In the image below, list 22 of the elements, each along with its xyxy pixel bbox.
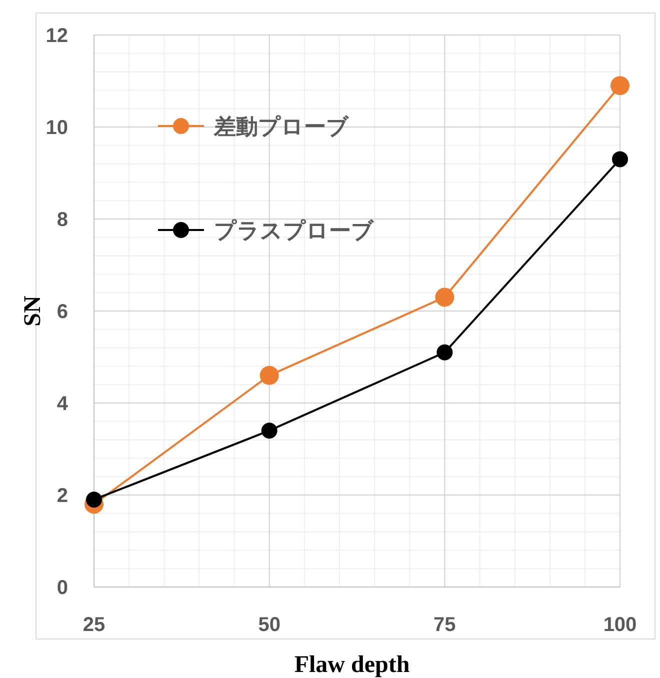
y-tick-label: 4 [56,393,69,415]
point [612,151,628,168]
y-tick-label: 10 [46,117,68,139]
x-tick-label: 100 [603,614,637,636]
y-tick-label: 6 [56,301,68,323]
x-tick-label: 25 [82,614,106,636]
point [610,76,630,96]
x-tick-label: 50 [258,614,280,636]
point [435,288,454,307]
x-tick-label: 75 [434,614,456,636]
y-tick-label: 2 [56,485,68,507]
point [260,366,279,385]
point [436,344,453,360]
legend-label: プラスプローブ [214,218,375,243]
point [86,492,102,508]
legend-label: 差動プローブ [213,114,350,139]
y-tick-label: 12 [46,25,68,47]
y-tick-label: 8 [56,209,68,231]
x-axis-title: Flaw depth [294,652,410,678]
y-tick-label: 0 [56,577,68,599]
point [261,422,278,439]
y-axis-title: SN [20,294,46,326]
